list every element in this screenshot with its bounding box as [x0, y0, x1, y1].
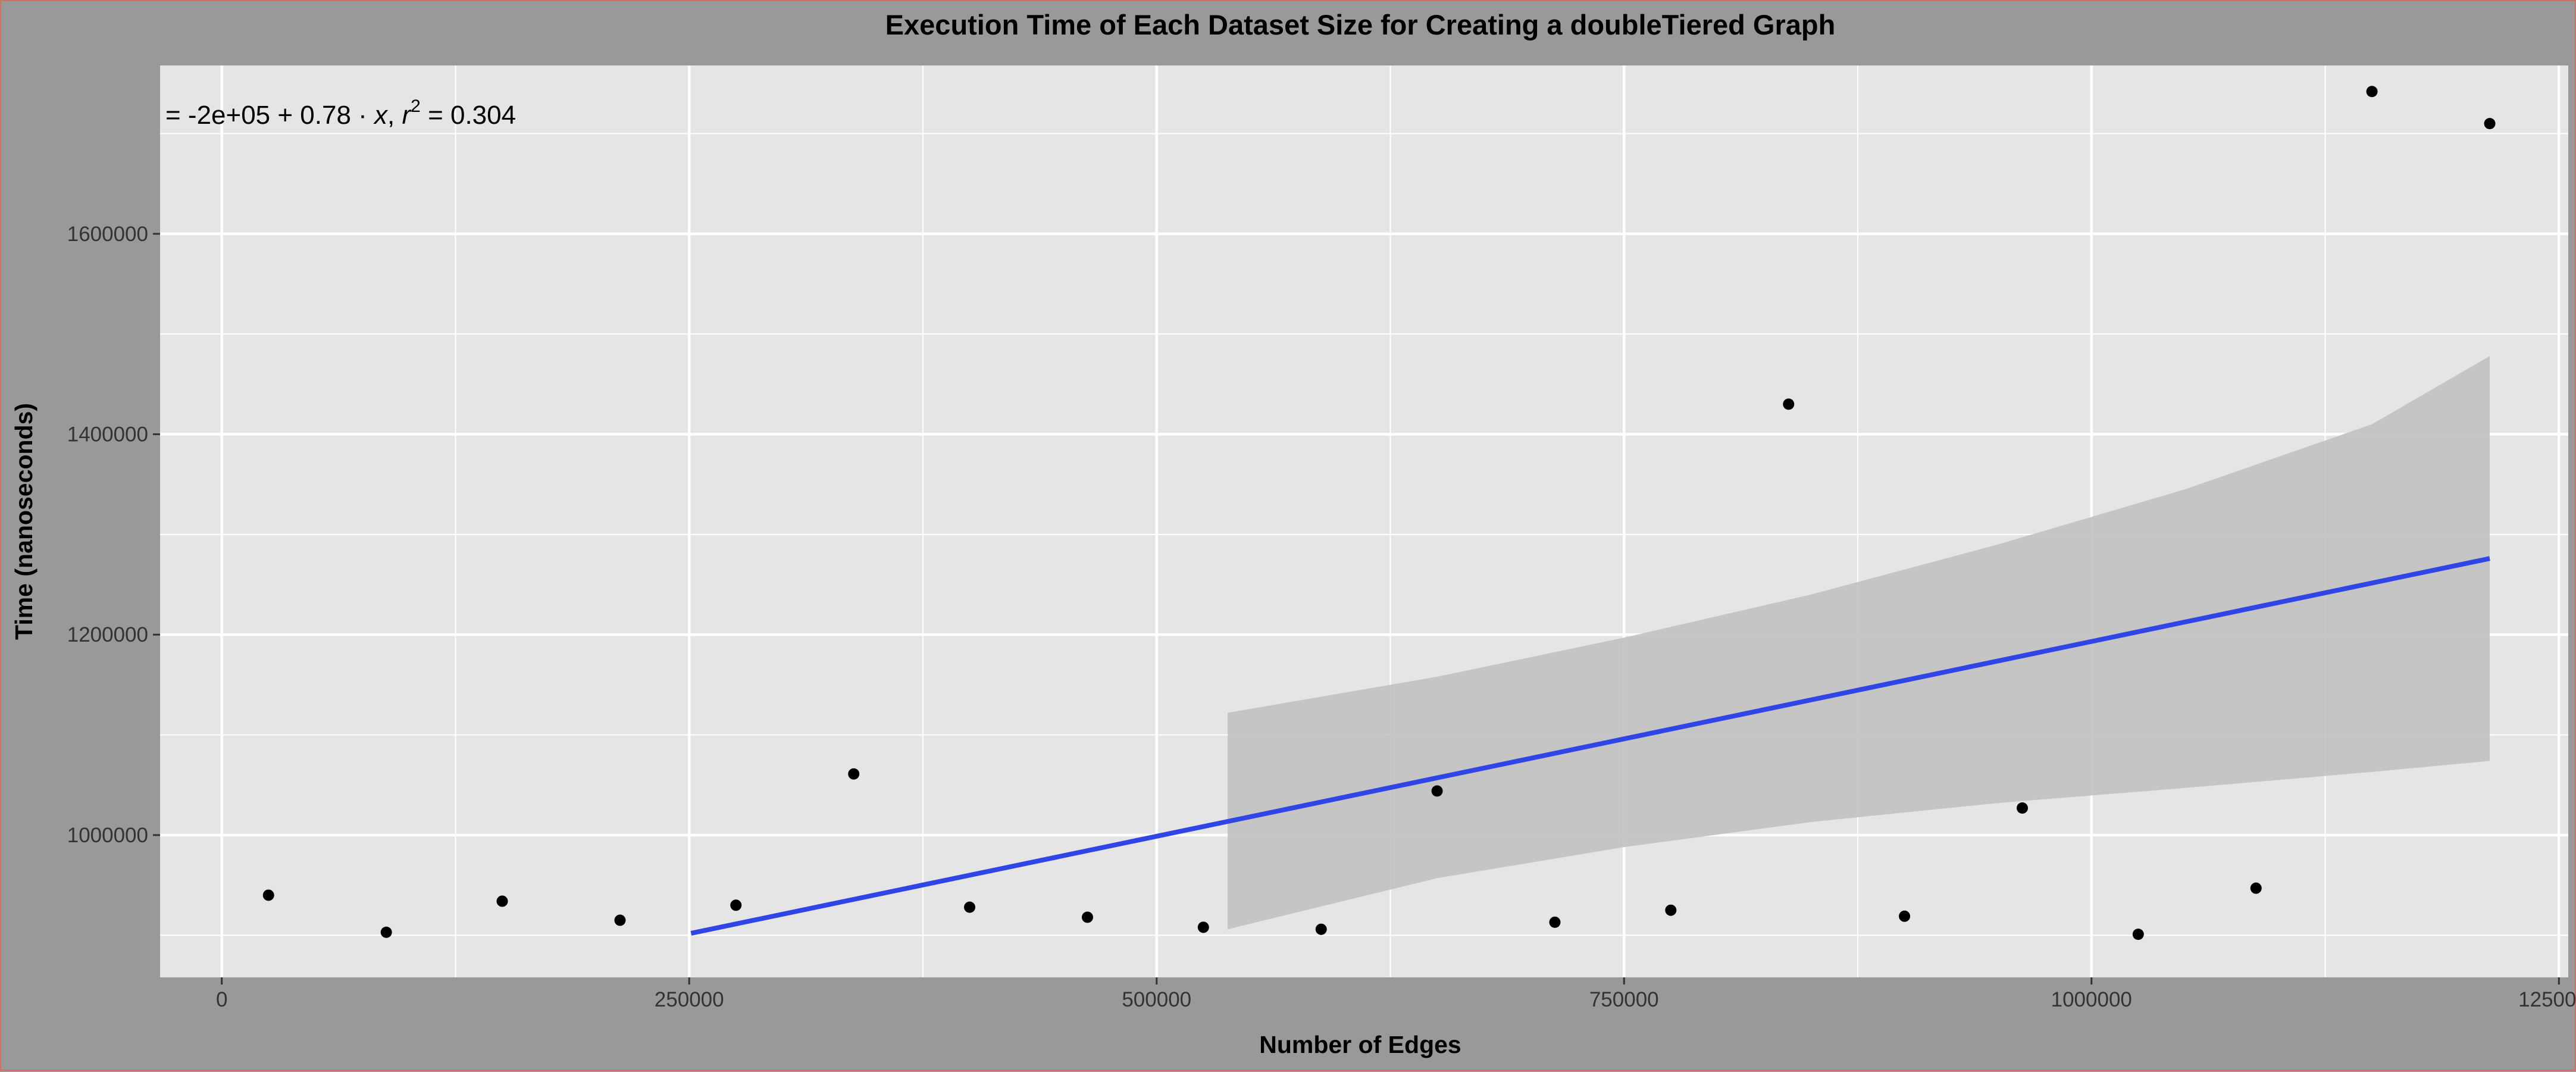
data-point [1899, 910, 1911, 922]
y-tick-label: 1000000 [67, 824, 148, 847]
data-point [380, 926, 392, 938]
y-axis-label: Time (nanoseconds) [10, 403, 37, 640]
x-tick-label: 750000 [1589, 988, 1659, 1011]
equation-r2-value: = 0.304 [421, 101, 516, 130]
equation-superscript: 2 [411, 96, 421, 116]
data-point [730, 899, 742, 911]
chart-title: Execution Time of Each Dataset Size for … [885, 9, 1836, 40]
data-point [614, 914, 626, 926]
equation-separator: , [387, 101, 402, 130]
confidence-band-layer [1228, 356, 2490, 930]
data-point [1783, 398, 1795, 410]
equation-prefix: = -2e+05 + 0.78 · [165, 101, 374, 130]
data-point [2132, 929, 2144, 940]
data-point [1315, 923, 1327, 935]
data-point [1549, 916, 1561, 928]
y-tick-label: 1400000 [67, 423, 148, 446]
x-tick-label: 0 [216, 988, 227, 1011]
axis-ticks: 0 250000 500000 750000 1000000 1250000 1000000… [67, 223, 2576, 1011]
data-point [1431, 785, 1443, 797]
x-axis-label: Number of Edges [1259, 1031, 1461, 1058]
data-point [2250, 882, 2262, 894]
equation-r: r [402, 101, 412, 130]
data-point [964, 901, 976, 913]
regression-equation: = -2e+05 + 0.78 · x, r2 = 0.304 [165, 96, 516, 130]
confidence-band [1228, 356, 2490, 930]
data-point [2366, 86, 2378, 98]
x-tick-label: 1250000 [2518, 988, 2576, 1011]
equation-x: x [373, 101, 389, 130]
data-point [496, 895, 508, 907]
fit-line-layer [690, 556, 2490, 936]
data-point [2017, 802, 2029, 814]
data-point [1665, 904, 1677, 916]
y-tick-label: 1200000 [67, 623, 148, 646]
x-tick-label: 500000 [1122, 988, 1191, 1011]
data-points [262, 86, 2496, 940]
regression-line [690, 556, 2490, 936]
y-tick-label: 1600000 [67, 223, 148, 246]
data-point [848, 768, 860, 780]
x-tick-label: 1000000 [2051, 988, 2132, 1011]
data-point [1081, 911, 1093, 923]
x-tick-label: 250000 [655, 988, 724, 1011]
data-point [1197, 921, 1209, 933]
data-point [262, 889, 274, 901]
data-point [2484, 118, 2496, 130]
